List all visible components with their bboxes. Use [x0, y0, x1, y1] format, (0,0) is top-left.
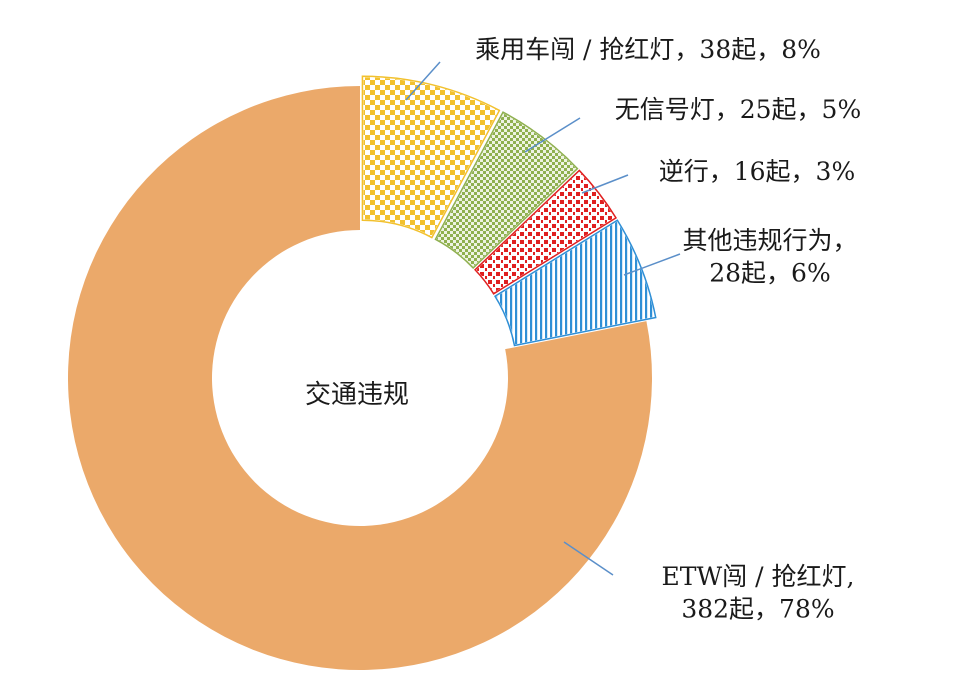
leader-line [563, 541, 614, 576]
slice-label: 乘用车闯 / 抢红灯，38起，8% [475, 35, 821, 64]
slice-label: 无信号灯，25起，5% [615, 95, 861, 124]
slice-outline [434, 111, 579, 269]
slice-outline [473, 169, 618, 295]
pie-slice [68, 85, 652, 670]
leader-lines [405, 61, 681, 576]
slice-label-line: ETW闯 / 抢红灯, [662, 562, 855, 591]
slice-label: 逆行，16起，3% [659, 157, 855, 186]
slice-label: 其他违规行为， 28起，6% [682, 226, 857, 288]
leader-line [581, 174, 629, 194]
leader-line [405, 61, 441, 101]
slices-layer [68, 75, 657, 670]
slice-label-line: 28起，6% [709, 259, 830, 288]
slice-outline [493, 219, 657, 347]
slice-label: ETW闯 / 抢红灯, 382起，78% [662, 562, 855, 624]
slice-label-line: 无信号灯，25起，5% [615, 95, 861, 124]
slice-labels: 乘用车闯 / 抢红灯，38起，8% 无信号灯，25起，5% 逆行，16起，3% 其他违… [475, 35, 861, 624]
slice-outline [361, 75, 501, 239]
slice-label-line: 其他违规行为， [682, 226, 857, 255]
leader-line [524, 117, 581, 153]
slice-label-line: 逆行，16起，3% [659, 157, 855, 186]
leader-line [623, 253, 681, 276]
slice-label-line: 382起，78% [681, 595, 834, 624]
center-label: 交通违规 [305, 380, 409, 410]
slice-label-line: 乘用车闯 / 抢红灯，38起，8% [475, 35, 821, 64]
